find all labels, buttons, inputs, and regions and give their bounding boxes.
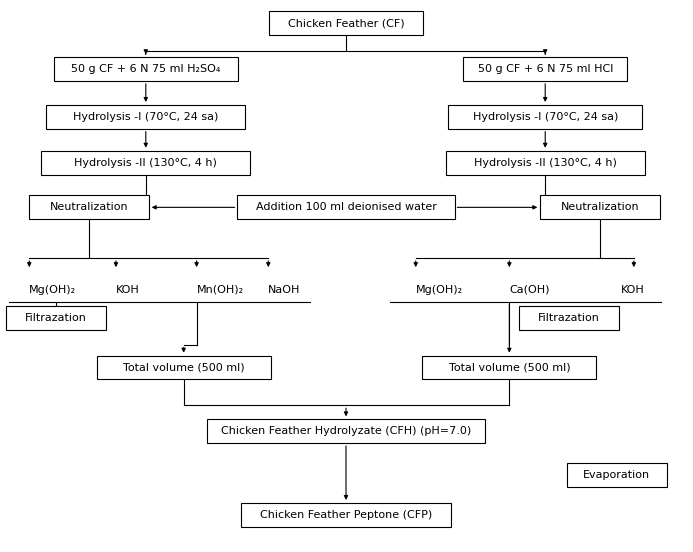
Text: Chicken Feather Peptone (CFP): Chicken Feather Peptone (CFP) bbox=[260, 510, 432, 520]
FancyBboxPatch shape bbox=[448, 105, 642, 129]
FancyBboxPatch shape bbox=[269, 12, 423, 35]
Text: Neutralization: Neutralization bbox=[561, 203, 639, 213]
Text: Filtrazation: Filtrazation bbox=[25, 313, 87, 323]
FancyBboxPatch shape bbox=[238, 195, 455, 219]
Text: Ca(OH): Ca(OH) bbox=[509, 285, 550, 295]
FancyBboxPatch shape bbox=[6, 306, 106, 330]
FancyBboxPatch shape bbox=[29, 195, 149, 219]
FancyBboxPatch shape bbox=[53, 57, 238, 81]
Text: Hydrolysis -II (130°C, 4 h): Hydrolysis -II (130°C, 4 h) bbox=[74, 157, 217, 168]
Text: Mn(OH)₂: Mn(OH)₂ bbox=[197, 285, 244, 295]
Text: Total volume (500 ml): Total volume (500 ml) bbox=[123, 363, 245, 373]
Text: Mg(OH)₂: Mg(OH)₂ bbox=[416, 285, 463, 295]
FancyBboxPatch shape bbox=[446, 151, 644, 174]
FancyBboxPatch shape bbox=[463, 57, 627, 81]
Text: Addition 100 ml deionised water: Addition 100 ml deionised water bbox=[256, 203, 437, 213]
Text: Chicken Feather Hydrolyzate (CFH) (pH=7.0): Chicken Feather Hydrolyzate (CFH) (pH=7.… bbox=[221, 426, 471, 436]
FancyBboxPatch shape bbox=[96, 355, 271, 379]
Text: 50 g CF + 6 N 75 ml H₂SO₄: 50 g CF + 6 N 75 ml H₂SO₄ bbox=[71, 64, 220, 74]
FancyBboxPatch shape bbox=[541, 195, 660, 219]
Text: Chicken Feather (CF): Chicken Feather (CF) bbox=[288, 18, 404, 28]
Text: KOH: KOH bbox=[116, 285, 140, 295]
Text: KOH: KOH bbox=[621, 285, 644, 295]
FancyBboxPatch shape bbox=[241, 503, 450, 527]
Text: Neutralization: Neutralization bbox=[50, 203, 128, 213]
FancyBboxPatch shape bbox=[422, 355, 597, 379]
FancyBboxPatch shape bbox=[46, 105, 245, 129]
FancyBboxPatch shape bbox=[519, 306, 619, 330]
Text: Hydrolysis -I (70°C, 24 sa): Hydrolysis -I (70°C, 24 sa) bbox=[73, 112, 218, 122]
FancyBboxPatch shape bbox=[567, 463, 667, 487]
FancyBboxPatch shape bbox=[207, 420, 485, 443]
Text: Hydrolysis -I (70°C, 24 sa): Hydrolysis -I (70°C, 24 sa) bbox=[473, 112, 618, 122]
Text: 50 g CF + 6 N 75 ml HCl: 50 g CF + 6 N 75 ml HCl bbox=[477, 64, 613, 74]
Text: NaOH: NaOH bbox=[268, 285, 301, 295]
Text: Mg(OH)₂: Mg(OH)₂ bbox=[29, 285, 76, 295]
Text: Filtrazation: Filtrazation bbox=[538, 313, 600, 323]
FancyBboxPatch shape bbox=[41, 151, 250, 174]
Text: Hydrolysis -II (130°C, 4 h): Hydrolysis -II (130°C, 4 h) bbox=[474, 157, 617, 168]
Text: Total volume (500 ml): Total volume (500 ml) bbox=[448, 363, 570, 373]
Text: Evaporation: Evaporation bbox=[584, 470, 651, 480]
